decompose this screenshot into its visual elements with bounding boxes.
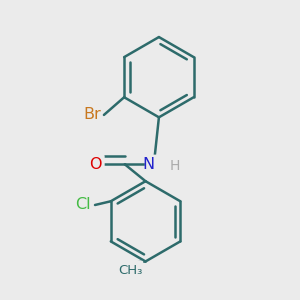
FancyBboxPatch shape (82, 105, 102, 124)
Text: Cl: Cl (75, 197, 91, 212)
FancyBboxPatch shape (118, 261, 143, 280)
Text: O: O (89, 157, 101, 172)
Text: CH₃: CH₃ (118, 264, 143, 277)
FancyBboxPatch shape (145, 154, 164, 174)
Text: H: H (169, 159, 180, 173)
FancyBboxPatch shape (74, 195, 93, 214)
FancyBboxPatch shape (85, 154, 105, 174)
Text: Br: Br (83, 107, 101, 122)
FancyBboxPatch shape (160, 157, 179, 176)
Text: N: N (142, 157, 154, 172)
